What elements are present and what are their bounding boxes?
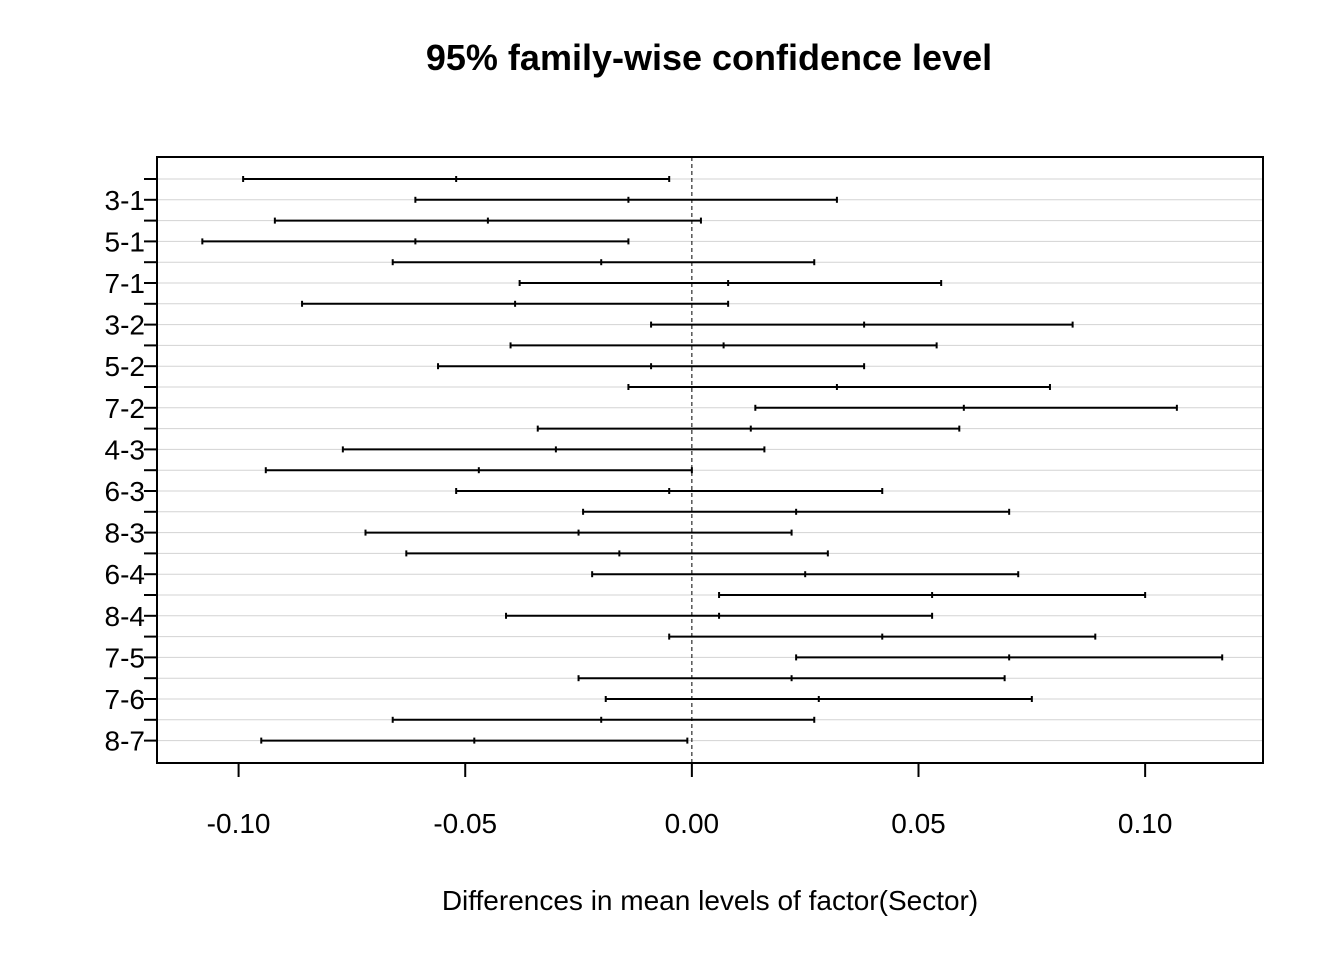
x-tick-label: 0.05 xyxy=(891,808,946,839)
y-tick-label: 6-3 xyxy=(105,476,145,507)
x-tick-label: 0.00 xyxy=(665,808,720,839)
y-tick-label: 7-2 xyxy=(105,393,145,424)
grid-lines xyxy=(157,178,1263,742)
confidence-intervals xyxy=(201,176,1224,744)
y-tick-label: 7-1 xyxy=(105,268,145,299)
y-tick-label: 5-2 xyxy=(105,351,145,382)
y-tick-label: 3-2 xyxy=(105,310,145,341)
x-axis: -0.10 -0.05 0.00 0.05 0.10 xyxy=(207,763,1173,839)
y-axis: 3-1 5-1 7-1 3-2 5-2 7-2 4-3 6-3 8-3 6-4 8-4 7-5 7-6 8… xyxy=(105,178,157,757)
y-tick-label: 5-1 xyxy=(105,226,145,257)
x-tick-label: -0.05 xyxy=(433,808,497,839)
plot-frame xyxy=(156,156,1264,764)
y-tick-label: 4-3 xyxy=(105,434,145,465)
y-tick-label: 7-6 xyxy=(105,684,145,715)
x-tick-label: -0.10 xyxy=(207,808,271,839)
y-tick-label: 8-7 xyxy=(105,726,145,757)
y-tick-label: 6-4 xyxy=(105,559,145,590)
y-tick-label: 8-3 xyxy=(105,518,145,549)
y-tick-label: 7-5 xyxy=(105,642,145,673)
x-tick-label: 0.10 xyxy=(1118,808,1173,839)
x-axis-label: Differences in mean levels of factor(Sec… xyxy=(442,885,978,916)
y-tick-label: 8-4 xyxy=(105,601,145,632)
chart-title: 95% family-wise confidence level xyxy=(426,37,992,78)
y-tick-label: 3-1 xyxy=(105,185,145,216)
